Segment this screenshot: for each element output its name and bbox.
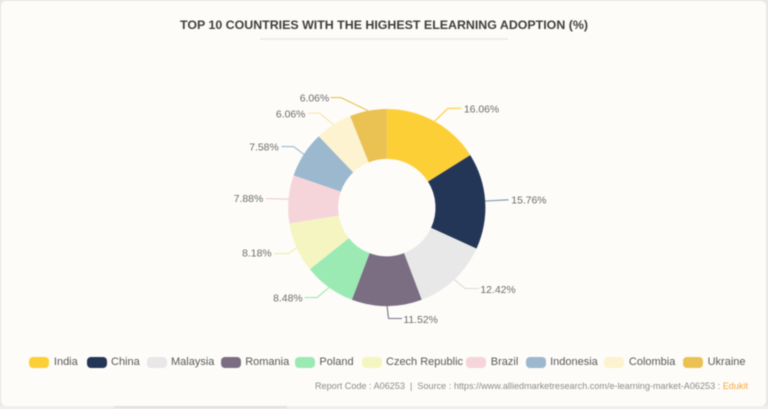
- svg-text:7.88%: 7.88%: [234, 194, 263, 205]
- svg-text:16.06%: 16.06%: [464, 105, 499, 116]
- svg-text:8.18%: 8.18%: [242, 249, 271, 260]
- svg-text:15.76%: 15.76%: [511, 196, 546, 207]
- svg-text:6.06%: 6.06%: [276, 110, 305, 121]
- svg-text:7.58%: 7.58%: [249, 143, 278, 154]
- svg-text:12.42%: 12.42%: [480, 285, 515, 296]
- svg-text:6.06%: 6.06%: [300, 94, 329, 105]
- svg-text:8.48%: 8.48%: [273, 293, 302, 304]
- svg-text:11.52%: 11.52%: [403, 315, 437, 326]
